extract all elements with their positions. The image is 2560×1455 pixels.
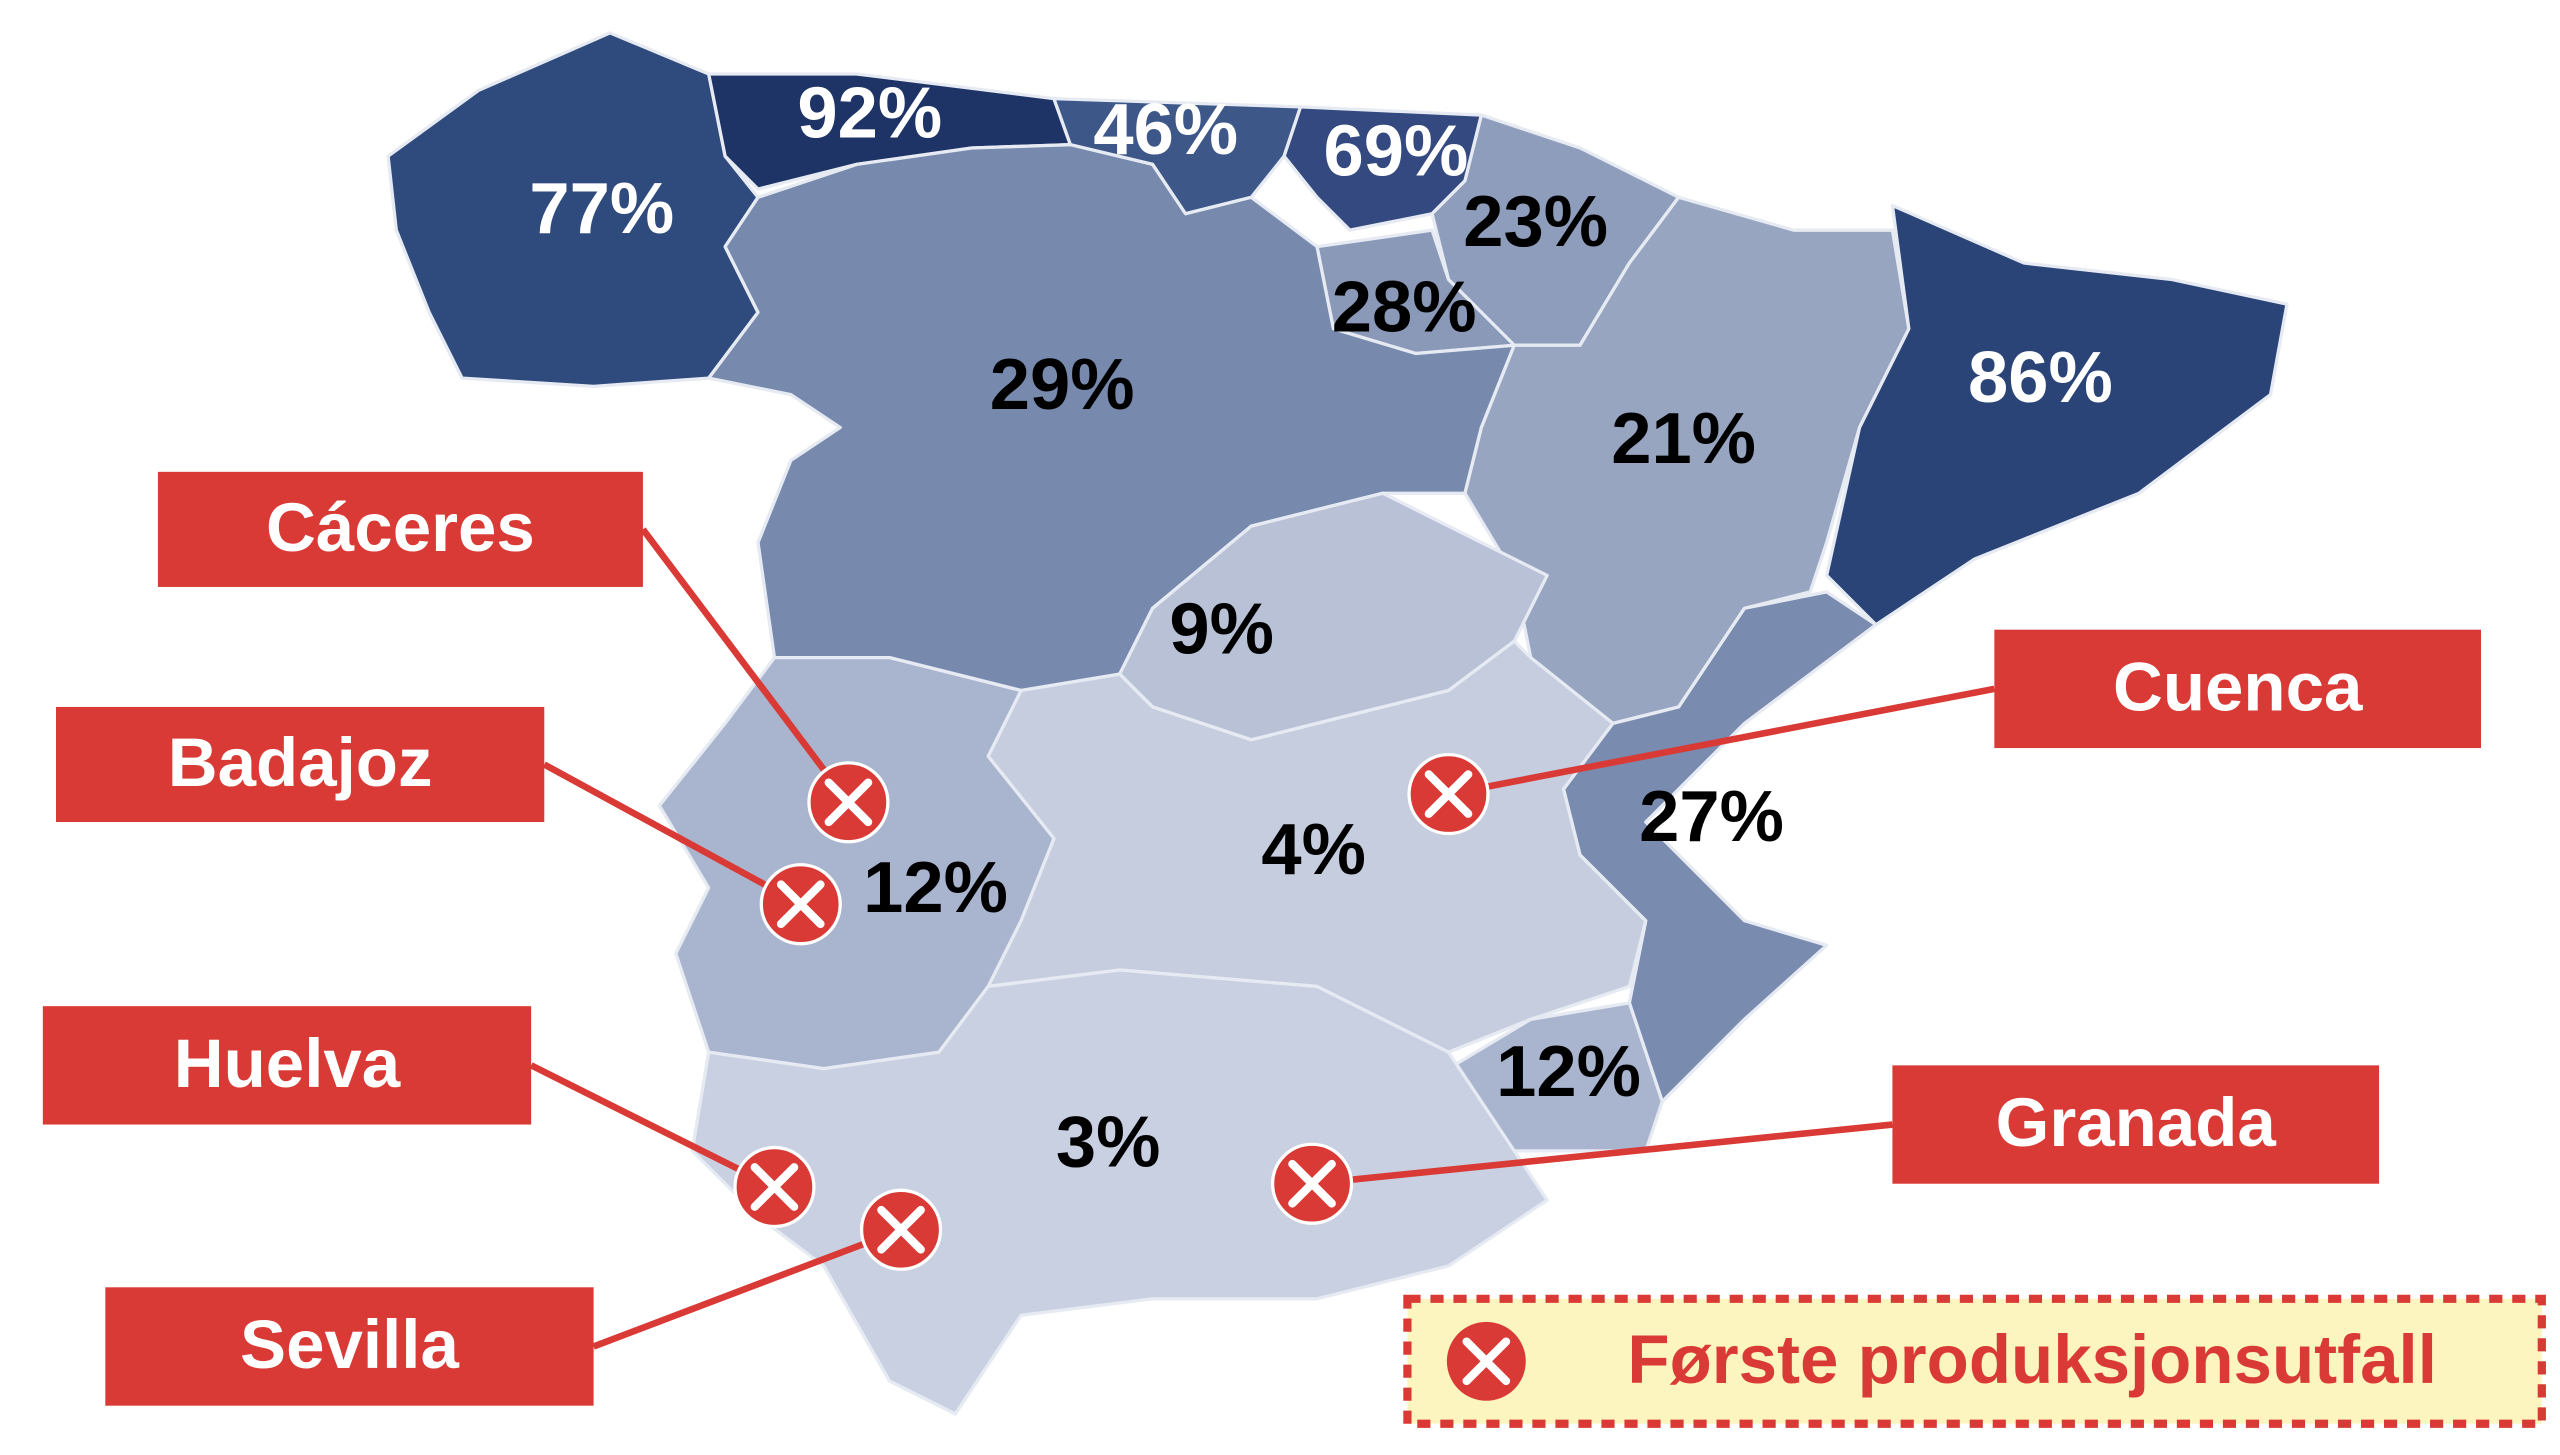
city-label: Huelva xyxy=(174,1024,401,1102)
region xyxy=(707,143,1516,693)
region-label: 27% xyxy=(1639,777,1784,857)
failure-cross xyxy=(1288,1159,1336,1208)
legend-box xyxy=(1403,1294,2546,1428)
failure-cross xyxy=(750,1163,799,1211)
failure-cross xyxy=(877,1205,925,1254)
city-label: Badajoz xyxy=(168,723,433,801)
leader-line xyxy=(640,527,852,805)
region-label: 69% xyxy=(1324,111,1469,191)
leaders xyxy=(529,527,1995,1350)
labels: 77% 92% 46% 69%23%28% 29% 21% 86% 9% 4% 12% 27% 12%… xyxy=(42,73,2481,1406)
city-box xyxy=(42,1006,532,1125)
legend-label: Første produksjonsutfall xyxy=(1627,1320,2436,1398)
legend: Første produksjonsutfall xyxy=(1403,1294,2546,1428)
region-label: 29% xyxy=(990,345,1135,425)
region xyxy=(1561,590,1878,1104)
region-label: 46% xyxy=(1093,90,1238,170)
region-label: 77% xyxy=(529,169,674,249)
city-label: Sevilla xyxy=(240,1305,459,1383)
region-label: 23% xyxy=(1463,182,1608,262)
city-box xyxy=(1994,629,2481,749)
region-label: 12% xyxy=(1496,1032,1641,1112)
leader-line xyxy=(1447,685,1995,798)
city-label: Cuenca xyxy=(2113,647,2363,725)
failure-cross xyxy=(776,880,825,929)
region-label: 86% xyxy=(1968,338,2113,418)
region-label: 3% xyxy=(1056,1103,1161,1183)
leader-line xyxy=(529,1062,776,1190)
region-label: 28% xyxy=(1332,267,1477,347)
region-label: 21% xyxy=(1611,399,1756,479)
city-label: Granada xyxy=(1996,1083,2277,1161)
region-label: 92% xyxy=(797,73,942,153)
region-label: 9% xyxy=(1169,590,1274,670)
region xyxy=(690,968,1549,1416)
region-label: 4% xyxy=(1261,810,1366,890)
city-box xyxy=(105,1287,594,1406)
city-box xyxy=(157,471,643,587)
region-label: 12% xyxy=(863,848,1008,928)
regions xyxy=(386,31,2289,1416)
legend-icon xyxy=(1446,1321,1526,1401)
city-box xyxy=(1892,1065,2380,1184)
city-label: Cáceres xyxy=(266,488,535,566)
failure-cross xyxy=(824,778,873,827)
leader-line xyxy=(542,761,803,908)
failure-cross xyxy=(1424,770,1473,818)
leader-line xyxy=(592,1226,903,1350)
region xyxy=(1825,203,2289,627)
city-box xyxy=(55,706,545,823)
leader-line xyxy=(1311,1121,1893,1187)
